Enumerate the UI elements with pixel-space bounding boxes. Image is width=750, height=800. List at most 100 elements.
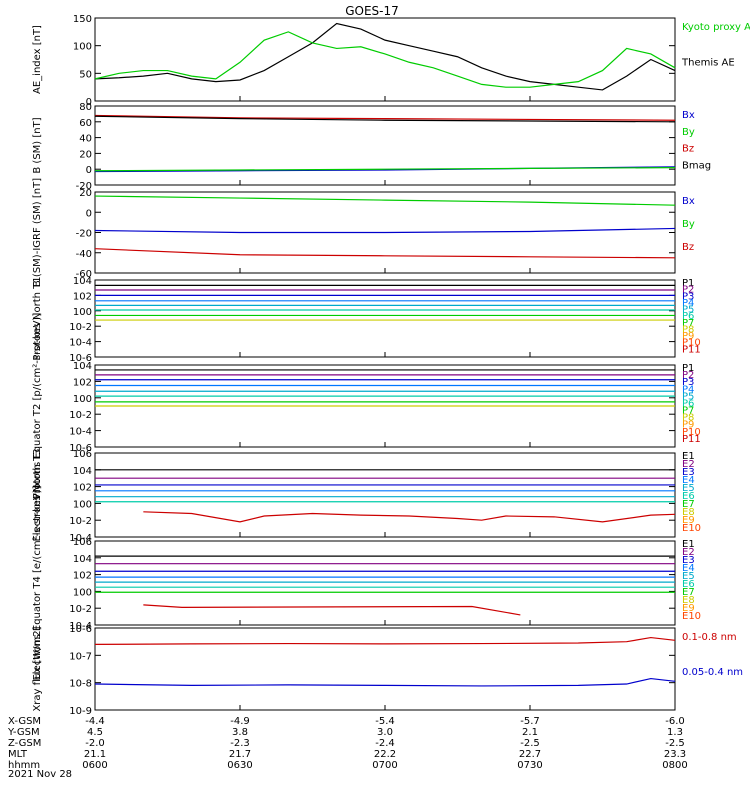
panel-frame bbox=[94, 540, 676, 626]
y-tick-label: 10-6 bbox=[69, 353, 92, 364]
legend-item: E8 bbox=[682, 507, 695, 518]
y-tick-label: 104 bbox=[73, 361, 92, 372]
y-tick-label: 102 bbox=[73, 377, 92, 388]
legend-item: P2 bbox=[682, 370, 694, 381]
footer-value: 0730 bbox=[517, 760, 542, 771]
legend-item: E7 bbox=[682, 499, 695, 510]
legend-item: P8 bbox=[682, 324, 694, 335]
panel-6: 10-4 10-2 100 102 104 106 Electrons North T3 E1… bbox=[32, 448, 701, 544]
legend-item: P3 bbox=[682, 377, 694, 388]
y-tick-label: -60 bbox=[76, 269, 92, 280]
legend-item: P4 bbox=[682, 384, 694, 395]
figure-title: GOES-17 bbox=[345, 4, 399, 18]
legend-item: Bz bbox=[682, 144, 694, 155]
legend-item: E6 bbox=[682, 579, 695, 590]
legend-item: E3 bbox=[682, 467, 695, 478]
y-tick-label: 20 bbox=[79, 149, 92, 160]
footer-value: -2.5 bbox=[665, 738, 685, 749]
y-tick-label: 10-2 bbox=[69, 604, 92, 615]
footer-value: 1.3 bbox=[667, 727, 683, 738]
series-line bbox=[94, 636, 676, 646]
footer-value: 22.2 bbox=[374, 749, 396, 760]
y-axis-label: Electrons North T3 bbox=[32, 448, 43, 541]
panel-2: -20 0 20 40 60 80 B (SM) [nT] Bx By Bz Bmag bbox=[32, 102, 711, 192]
legend-item: E8 bbox=[682, 595, 695, 606]
y-tick-label: 0 bbox=[86, 208, 92, 219]
y-axis-label: B (SM)-IGRF (SM) [nT] bbox=[32, 178, 43, 287]
y-tick-label: 102 bbox=[73, 291, 92, 302]
footer-value: -2.0 bbox=[85, 738, 105, 749]
y-axis-label: Protons North T1 bbox=[32, 276, 43, 360]
footer-row-label: hhmm bbox=[8, 760, 40, 771]
panel-frame bbox=[94, 627, 676, 711]
legend-item: P9 bbox=[682, 420, 694, 431]
legend-item: E5 bbox=[682, 571, 695, 582]
series-line bbox=[94, 22, 676, 91]
y-tick-label: 10-6 bbox=[69, 624, 92, 635]
footer-value: 22.7 bbox=[519, 749, 541, 760]
legend-item: P7 bbox=[682, 406, 694, 417]
panel-7: 10-4 10-2 100 102 104 106 Electrons Equator T4… bbox=[32, 485, 701, 680]
legend-item: P11 bbox=[682, 344, 701, 355]
y-tick-label: 10-2 bbox=[69, 516, 92, 527]
footer-value: -4.9 bbox=[230, 716, 250, 727]
footer-value: 0800 bbox=[662, 760, 687, 771]
y-tick-label: 0 bbox=[86, 165, 92, 176]
panel-8: 10-9 10-8 10-7 10-6 Xray flux [W/m2] 0.1-0.8 … bbox=[32, 624, 743, 717]
y-tick-label: 10-4 bbox=[69, 533, 92, 544]
series-line bbox=[94, 31, 676, 88]
legend-item: Bx bbox=[682, 110, 695, 121]
legend-item: P4 bbox=[682, 298, 694, 309]
legend-item: E10 bbox=[682, 611, 701, 622]
y-tick-label: -40 bbox=[76, 249, 92, 260]
legend-item: P9 bbox=[682, 331, 694, 342]
footer-value: 23.3 bbox=[664, 749, 686, 760]
legend-item: Bz bbox=[682, 242, 694, 253]
legend-item: P11 bbox=[682, 434, 701, 445]
legend-item: E4 bbox=[682, 475, 695, 486]
legend-item: P10 bbox=[682, 338, 701, 349]
legend-item: P1 bbox=[682, 363, 694, 374]
footer-value: -2.4 bbox=[375, 738, 395, 749]
y-tick-label: -20 bbox=[76, 229, 92, 240]
y-tick-label: 10-2 bbox=[69, 410, 92, 421]
series-line bbox=[94, 115, 676, 123]
y-tick-label: 100 bbox=[73, 587, 92, 598]
legend-item: P3 bbox=[682, 291, 694, 302]
footer-value: 0630 bbox=[227, 760, 252, 771]
legend-item: E7 bbox=[682, 587, 695, 598]
y-tick-label: 106 bbox=[73, 537, 92, 548]
y-tick-label: 50 bbox=[79, 69, 92, 80]
series-line bbox=[94, 114, 676, 121]
legend-item: P6 bbox=[682, 311, 694, 322]
y-tick-label: -20 bbox=[76, 181, 92, 192]
footer-value: -5.7 bbox=[520, 716, 540, 727]
y-tick-label: 10-6 bbox=[69, 443, 92, 454]
footer-value: -4.4 bbox=[85, 716, 105, 727]
legend-item: E2 bbox=[682, 547, 695, 558]
footer-value: 3.8 bbox=[232, 727, 248, 738]
series-line bbox=[94, 677, 676, 687]
footer-value: -6.0 bbox=[665, 716, 685, 727]
y-tick-label: 0 bbox=[86, 97, 92, 108]
footer-row-label: Y-GSM bbox=[7, 727, 40, 738]
y-axis-label: Protons Equator T2 [p/(cm²-s-sr-keV)] bbox=[32, 313, 43, 500]
panel-5: 10-6 10-4 10-2 100 102 104 Protons Equator T2 … bbox=[32, 313, 701, 500]
legend-item: P10 bbox=[682, 427, 701, 438]
legend-item: P5 bbox=[682, 391, 694, 402]
y-tick-label: 10-2 bbox=[69, 322, 92, 333]
series-line bbox=[94, 195, 676, 206]
series-line bbox=[94, 227, 676, 234]
legend-item: By bbox=[682, 219, 695, 230]
y-tick-label: 40 bbox=[79, 134, 92, 145]
y-tick-label: 10-4 bbox=[69, 621, 92, 632]
y-tick-label: 100 bbox=[73, 42, 92, 53]
legend-item: Kyoto proxy AE bbox=[682, 22, 750, 33]
y-tick-label: 104 bbox=[73, 466, 92, 477]
legend-item: P6 bbox=[682, 398, 694, 409]
y-tick-label: 106 bbox=[73, 449, 92, 460]
legend-item: E9 bbox=[682, 515, 695, 526]
y-tick-label: 20 bbox=[79, 188, 92, 199]
